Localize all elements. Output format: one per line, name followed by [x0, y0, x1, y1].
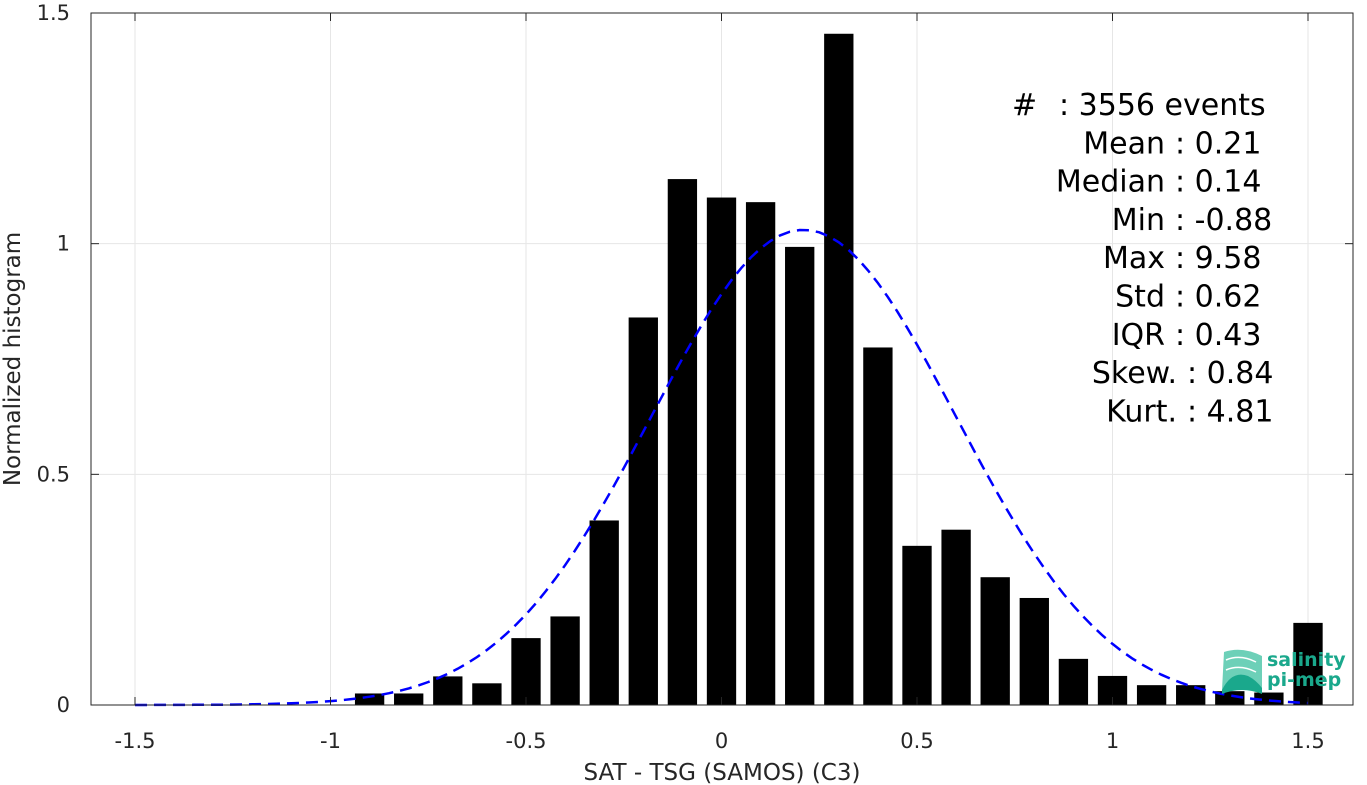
stat-label: Mean: [1083, 126, 1165, 161]
histogram-bar: [706, 197, 737, 706]
x-axis-label: SAT - TSG (SAMOS) (C3): [584, 760, 861, 785]
histogram-bar: [745, 202, 776, 705]
stat-label: Skew.: [1092, 356, 1177, 391]
histogram-bar: [824, 33, 854, 705]
stat-label: Min: [1112, 203, 1165, 238]
stat-value: : 0.43: [1175, 318, 1261, 353]
stat-label: IQR: [1112, 318, 1165, 353]
stat-label: Std: [1115, 280, 1165, 315]
histogram-bar: [589, 520, 619, 705]
stat-label: #: [1012, 88, 1037, 123]
x-tick-label: -0.5: [506, 729, 547, 753]
stat-value: : 4.81: [1187, 394, 1273, 429]
stat-value: : 0.62: [1175, 280, 1261, 315]
stat-value: : 9.58: [1175, 241, 1261, 276]
stat-label: Kurt.: [1106, 394, 1177, 429]
histogram-bar: [472, 683, 502, 705]
y-tick-label: 1: [57, 232, 70, 256]
x-tick-label: 1.5: [1291, 729, 1324, 753]
histogram-bar: [1058, 658, 1089, 705]
stat-label: Median: [1056, 165, 1165, 200]
axis-ticks: [91, 12, 1353, 706]
y-tick-label: 0.5: [37, 462, 70, 486]
logo-text-pi-mep: pi-mep: [1267, 669, 1341, 691]
histogram-bar: [511, 638, 541, 705]
stat-value: : 0.84: [1187, 356, 1273, 391]
stat-label: Max: [1103, 241, 1165, 276]
histogram-bar: [667, 179, 698, 705]
wave-logo-icon: [1222, 649, 1262, 694]
histogram-bar: [1019, 597, 1049, 705]
stat-value: : -0.88: [1175, 203, 1272, 238]
histogram-bar: [1293, 622, 1323, 705]
histogram-bar: [394, 693, 424, 705]
histogram-bar: [1176, 685, 1206, 705]
y-tick-label: 0: [57, 693, 70, 717]
x-tick-label: 0.5: [900, 729, 933, 753]
stat-value: : 3556 events: [1059, 88, 1266, 123]
logo-text-salinity: salinity: [1267, 649, 1346, 671]
stat-value: : 0.14: [1175, 165, 1261, 200]
y-tick-label: 1.5: [37, 1, 70, 25]
x-tick-label: 1: [1106, 729, 1119, 753]
x-tick-labels: -1.5 -1 -0.5 0 0.5 1 1.5: [115, 729, 1325, 753]
x-tick-label: -1.5: [115, 729, 156, 753]
y-tick-labels: 0 0.5 1 1.5: [37, 1, 70, 717]
salinity-pi-mep-logo: salinity pi-mep: [1222, 649, 1346, 694]
histogram-bar: [1136, 685, 1167, 705]
histogram-bar: [902, 545, 932, 705]
histogram-bar: [433, 676, 463, 705]
histogram-bar: [354, 693, 385, 705]
stat-value: : 0.21: [1175, 126, 1261, 161]
histogram-bar: [980, 577, 1010, 705]
x-tick-label: -1: [320, 729, 341, 753]
x-tick-label: 0: [715, 729, 728, 753]
histogram-bar: [785, 246, 815, 705]
y-axis-label: Normalized histogram: [0, 232, 26, 486]
histogram-bar: [628, 317, 658, 705]
histogram-bar: [550, 616, 580, 705]
histogram-bars: [354, 33, 1323, 706]
histogram-bar: [941, 529, 971, 705]
histogram-bar: [863, 347, 893, 705]
